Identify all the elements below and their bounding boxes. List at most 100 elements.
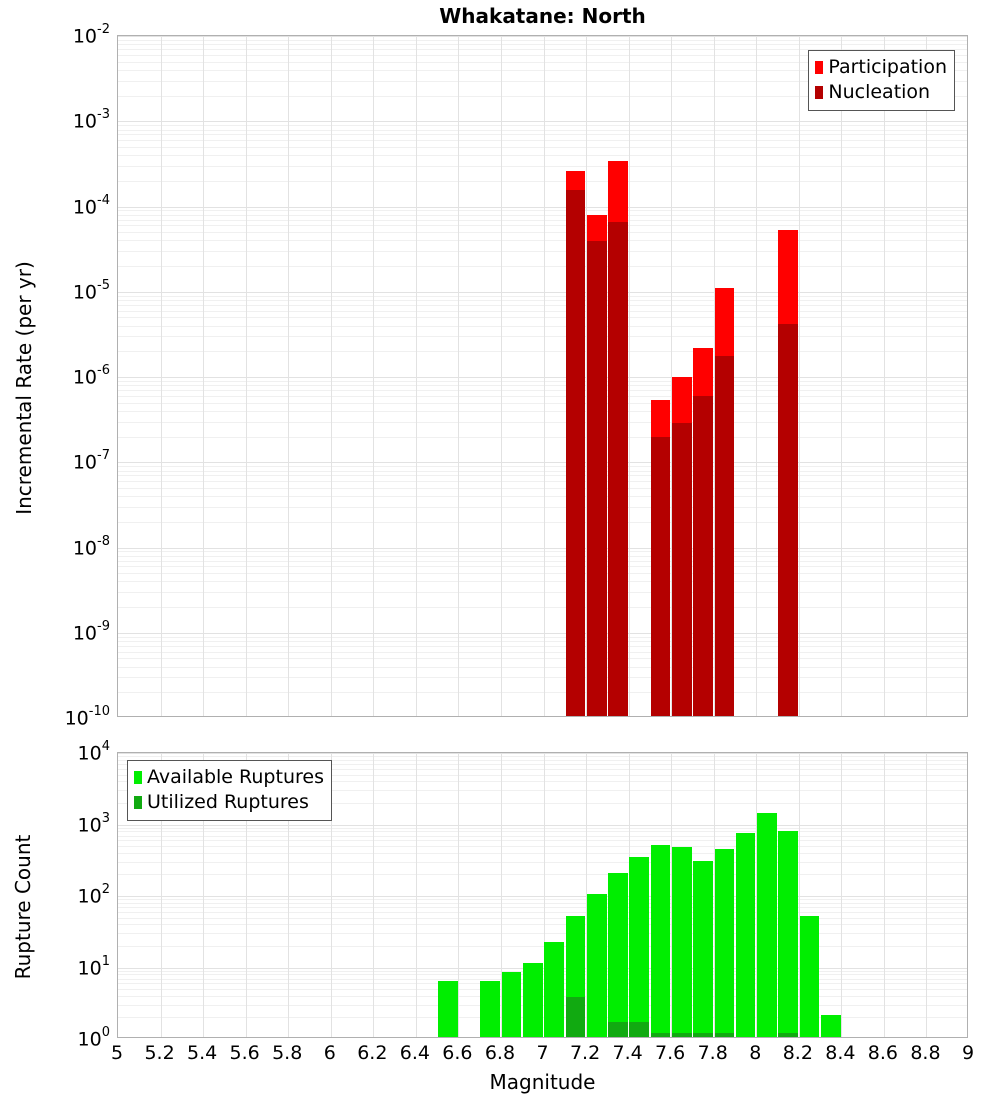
bar-available-ruptures [523, 962, 543, 1037]
gridline-minor-y [118, 790, 967, 791]
gridline-major-x [288, 753, 289, 1037]
ytick-label: 10-7 [73, 448, 110, 472]
legend-item-utilized-ruptures[interactable]: Utilized Ruptures [134, 790, 324, 815]
bar-utilized-ruptures [671, 1032, 692, 1037]
gridline-minor-y [118, 933, 967, 934]
gridline-minor-y [118, 125, 967, 126]
gridline-major-x [203, 36, 204, 716]
gridline-minor-y [118, 764, 967, 765]
legend-label-utilized-ruptures: Utilized Ruptures [147, 791, 309, 813]
gridline-major-x [246, 36, 247, 716]
incremental-rate-axis-title: Incremental Rate (per yr) [12, 261, 36, 515]
gridline-minor-y [118, 831, 967, 832]
gridline-minor-y [118, 496, 967, 497]
gridline-minor-y [118, 336, 967, 337]
bar-nucleation [565, 189, 586, 716]
gridline-minor-y [118, 658, 967, 659]
gridline-major-y [118, 825, 967, 826]
gridline-major-x [501, 753, 502, 1037]
gridline-minor-y [118, 556, 967, 557]
gridline-minor-y [118, 853, 967, 854]
legend-swatch-nucleation-icon [815, 86, 824, 99]
legend-label-available-ruptures: Available Ruptures [147, 766, 324, 788]
gridline-major-x [288, 36, 289, 716]
gridline-minor-y [118, 81, 967, 82]
bar-nucleation [650, 436, 671, 716]
ytick-mantissa: 10 [72, 25, 98, 48]
ytick-label: 100 [78, 1026, 110, 1049]
ytick-exponent: -10 [88, 704, 110, 719]
ytick-label: 10-10 [64, 704, 110, 730]
gridline-minor-y [118, 760, 967, 761]
gridline-major-x [331, 753, 332, 1037]
gridline-minor-y [118, 240, 967, 241]
bar-nucleation [714, 356, 735, 716]
ytick-exponent: -7 [97, 448, 110, 464]
xtick-label: 6.8 [484, 1042, 516, 1064]
rupture-count-axis-title: Rupture Count [11, 834, 35, 980]
bar-available-ruptures [778, 831, 798, 1037]
xtick-label: 7.2 [569, 1042, 601, 1064]
xtick-label: 5.2 [144, 1042, 175, 1064]
ytick-mantissa: 10 [77, 885, 102, 908]
gridline-minor-y [118, 840, 967, 841]
bar-available-ruptures [586, 893, 607, 1037]
legend-item-nucleation[interactable]: Nucleation [815, 80, 947, 105]
ytick-exponent: 2 [101, 882, 110, 897]
xtick-label: 6.4 [399, 1042, 430, 1064]
ytick-label: 101 [78, 955, 110, 978]
ytick-exponent: -3 [97, 107, 110, 123]
gridline-major-y [118, 896, 967, 897]
bar-nucleation [778, 323, 798, 716]
gridline-minor-y [118, 181, 967, 182]
ytick-mantissa: 10 [72, 536, 98, 559]
gridline-major-x [458, 36, 459, 716]
bar-utilized-ruptures [650, 1032, 671, 1037]
ytick-label: 10-2 [72, 23, 110, 48]
ytick-exponent: -9 [97, 618, 110, 634]
gridline-major-x [416, 36, 417, 716]
gridline-minor-y [118, 607, 967, 608]
gridline-minor-y [118, 266, 967, 267]
gridline-major-y [118, 292, 967, 293]
ytick-mantissa: 10 [72, 195, 98, 218]
legend-item-available-ruptures[interactable]: Available Ruptures [134, 765, 324, 790]
gridline-major-x [799, 753, 800, 1037]
page-title: Whakatane: North [439, 4, 646, 28]
bar-utilized-ruptures [693, 1032, 713, 1037]
xtick-label: 7.6 [655, 1042, 686, 1064]
ytick-mantissa: 10 [64, 707, 89, 730]
ytick-exponent: -8 [97, 533, 110, 549]
gridline-minor-y [118, 836, 967, 837]
xtick-label: 7.8 [697, 1042, 728, 1064]
xtick-label: 6.6 [442, 1042, 473, 1064]
bar-available-ruptures [820, 1015, 841, 1037]
gridline-minor-y [118, 756, 967, 757]
gridline-major-y [118, 377, 967, 378]
gridline-major-x [841, 36, 842, 716]
gridline-minor-y [118, 49, 967, 50]
gridline-minor-y [118, 232, 967, 233]
xtick-label: 6.2 [357, 1042, 388, 1064]
gridline-minor-y [118, 592, 967, 593]
gridline-minor-y [118, 566, 967, 567]
gridline-minor-y [118, 828, 967, 829]
gridline-minor-y [118, 641, 967, 642]
gridline-major-y [118, 633, 967, 634]
gridline-minor-y [118, 846, 967, 847]
ytick-exponent: 3 [101, 810, 110, 826]
gridline-minor-y [118, 652, 967, 653]
gridline-minor-y [118, 62, 967, 63]
bar-utilized-ruptures [565, 997, 586, 1037]
gridline-minor-y [118, 946, 967, 947]
xtick-label: 5.8 [272, 1042, 303, 1064]
legend-item-participation[interactable]: Participation [815, 55, 947, 80]
bar-available-ruptures [671, 846, 692, 1037]
xtick-label: 8.4 [825, 1042, 856, 1064]
gridline-minor-y [118, 311, 967, 312]
gridline-major-y [118, 36, 967, 37]
bar-available-ruptures [799, 915, 820, 1037]
gridline-minor-y [118, 912, 967, 913]
gridline-minor-y [118, 573, 967, 574]
gridline-minor-y [118, 667, 967, 668]
